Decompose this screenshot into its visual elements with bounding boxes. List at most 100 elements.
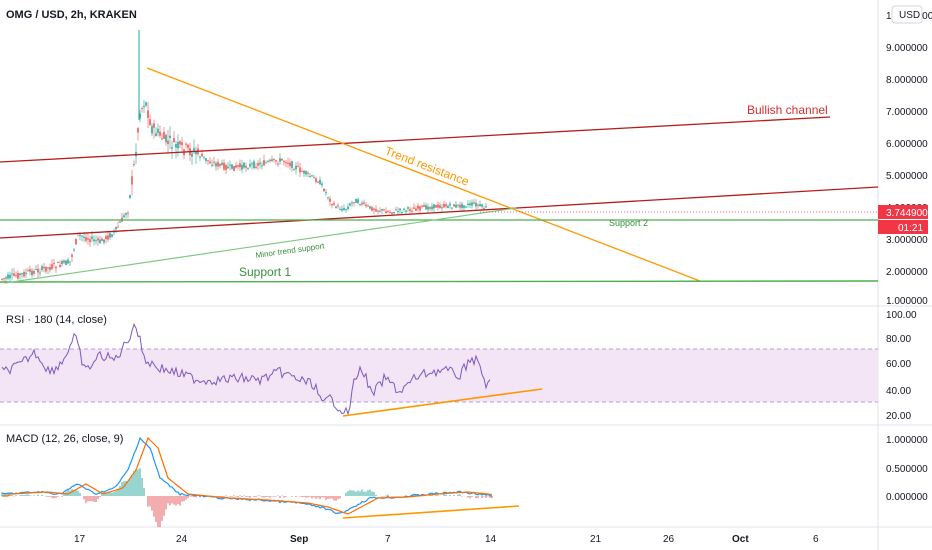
candle-body bbox=[159, 131, 161, 136]
currency-badge[interactable]: USD bbox=[891, 5, 923, 24]
trend-resistance-line[interactable] bbox=[146, 67, 701, 282]
candle-body bbox=[49, 267, 51, 270]
candle-body bbox=[459, 204, 461, 208]
candle-body bbox=[133, 164, 135, 166]
candle-body bbox=[73, 249, 75, 251]
currency-badge-frame[interactable] bbox=[891, 5, 923, 24]
support-1-line[interactable] bbox=[0, 280, 879, 283]
candle-body bbox=[3, 278, 5, 280]
candle-body bbox=[393, 211, 395, 214]
rsi-tick: 60.00 bbox=[886, 359, 911, 370]
support-1-label[interactable]: Support 1 bbox=[239, 265, 291, 279]
rsi-axis[interactable]: 100.00 80.00 60.00 40.00 20.00 bbox=[886, 310, 917, 422]
candle-body bbox=[171, 147, 173, 149]
candle-body bbox=[33, 270, 35, 274]
rsi-title[interactable]: RSI · 180 (14, close) bbox=[6, 314, 107, 326]
price-tick: 3.000000 bbox=[886, 235, 928, 246]
rsi-divergence-line[interactable] bbox=[342, 388, 543, 417]
rsi-line bbox=[1, 323, 491, 416]
macd-histogram-bar bbox=[93, 496, 95, 502]
candle-body bbox=[53, 262, 55, 264]
candle-body bbox=[9, 274, 11, 279]
candle-body bbox=[167, 140, 169, 144]
macd-histogram-bar bbox=[79, 492, 81, 496]
macd-histogram-bar bbox=[393, 496, 395, 497]
candle-body bbox=[51, 264, 53, 269]
candle-body bbox=[327, 197, 329, 199]
macd-histogram-bar bbox=[181, 496, 183, 502]
candle-body bbox=[381, 209, 383, 211]
last-price-tag-bg bbox=[878, 205, 928, 219]
rsi-band bbox=[0, 349, 878, 402]
trend-resistance-label[interactable]: Trend resistance bbox=[383, 144, 471, 189]
candle-body bbox=[345, 209, 347, 211]
candle-body bbox=[5, 277, 7, 279]
macd-histogram-bar bbox=[51, 496, 53, 498]
macd-histogram-bar bbox=[273, 496, 275, 497]
macd-histogram-bar bbox=[369, 489, 371, 496]
candle-body bbox=[437, 204, 439, 208]
candle-body bbox=[179, 141, 181, 145]
macd-histogram-bar bbox=[223, 496, 225, 497]
candle-body bbox=[117, 226, 119, 228]
macd-histogram-bar bbox=[357, 490, 359, 496]
candle-body bbox=[355, 198, 357, 203]
candle-body bbox=[151, 125, 153, 134]
macd-histogram-bar bbox=[301, 496, 303, 498]
macd-histogram-bar bbox=[115, 490, 117, 496]
bullish-channel-label[interactable]: Bullish channel bbox=[747, 103, 828, 117]
macd-histogram-bar bbox=[175, 496, 177, 506]
minor-trend-support-line[interactable] bbox=[4, 207, 517, 284]
macd-histogram-bar bbox=[453, 495, 455, 496]
macd-histogram-bar bbox=[291, 496, 293, 497]
candle-body bbox=[341, 208, 343, 211]
macd-histogram-bar bbox=[355, 491, 357, 496]
macd-histogram-bar bbox=[157, 496, 159, 527]
candle-body bbox=[357, 199, 359, 204]
price-axis[interactable]: 10.000000 9.000000 8.000000 7.000000 6.0… bbox=[886, 11, 932, 307]
candle-body bbox=[247, 168, 249, 170]
macd-histogram-bar bbox=[391, 496, 393, 497]
candle-body bbox=[413, 207, 415, 209]
macd-tick: 0.500000 bbox=[886, 464, 928, 475]
currency-badge-label[interactable]: USD bbox=[899, 10, 920, 21]
candle-body bbox=[209, 161, 211, 164]
candle-body bbox=[373, 208, 375, 210]
macd-histogram-bar bbox=[159, 496, 161, 528]
candle-body bbox=[443, 203, 445, 208]
candle-body bbox=[145, 102, 147, 106]
candle-body bbox=[275, 160, 277, 162]
macd-histogram-bar bbox=[267, 496, 269, 497]
macd-histogram-bar bbox=[469, 496, 471, 499]
candle-body bbox=[321, 183, 323, 186]
candle-body bbox=[335, 206, 337, 209]
bullish-channel-upper[interactable] bbox=[0, 116, 831, 163]
macd-histogram-bar bbox=[349, 490, 351, 496]
bullish-channel-lower[interactable] bbox=[0, 186, 879, 239]
price-tick: 8.000000 bbox=[886, 75, 928, 86]
candle-body bbox=[285, 162, 287, 164]
candle-body bbox=[61, 260, 63, 265]
candle-body bbox=[439, 205, 441, 208]
candle-body bbox=[131, 176, 133, 185]
macd-histogram-bar bbox=[185, 496, 187, 500]
macd-axis[interactable]: 1.000000 0.500000 0.000000 bbox=[886, 435, 928, 503]
candle-body bbox=[389, 211, 391, 213]
macd-title[interactable]: MACD (12, 26, close, 9) bbox=[6, 433, 123, 445]
macd-histogram-bar bbox=[151, 496, 153, 511]
macd-divergence-line[interactable] bbox=[342, 505, 520, 519]
candle-body bbox=[467, 203, 469, 205]
candle-body bbox=[313, 177, 315, 179]
minor-trend-support-label[interactable]: Minor trend support bbox=[255, 241, 326, 260]
candle-body bbox=[331, 204, 333, 206]
macd-histogram-bar bbox=[405, 495, 407, 496]
symbol-title[interactable]: OMG / USD, 2h, KRAKEN bbox=[6, 9, 137, 21]
macd-histogram-bar bbox=[263, 496, 265, 498]
time-axis[interactable]: 17 24 Sep 7 14 21 26 Oct 6 bbox=[74, 534, 819, 545]
candle-body bbox=[241, 165, 243, 170]
macd-histogram-bar bbox=[363, 491, 365, 496]
support-2-label[interactable]: Support 2 bbox=[609, 218, 648, 228]
macd-histogram-bar bbox=[467, 496, 469, 498]
candle-body bbox=[29, 269, 31, 272]
